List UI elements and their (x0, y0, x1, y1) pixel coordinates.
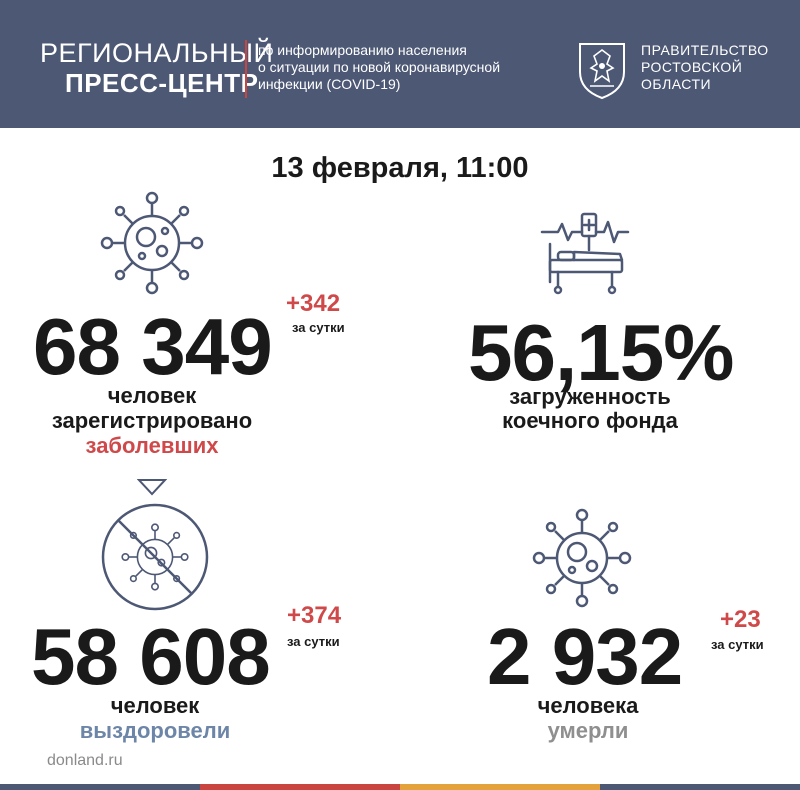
bar-segment (0, 784, 200, 790)
government-title-line: РОСТОВСКОЙ (641, 59, 743, 75)
header-banner: РЕГИОНАЛЬНЫЙ ПРЕСС-ЦЕНТР по информирован… (0, 0, 800, 128)
bar-segment (400, 784, 600, 790)
bar-segment (600, 784, 800, 790)
recovered-delta: +374 (287, 602, 342, 629)
bar-segment (200, 784, 400, 790)
bottom-color-bar (0, 784, 800, 790)
recovered-label-accent: выздоровели (79, 718, 231, 743)
coat-of-arms-icon (579, 43, 625, 100)
deaths-label-accent: умерли (547, 718, 629, 743)
bed-occupancy-label-line1: загруженность (509, 384, 671, 409)
government-title-line: ОБЛАСТИ (641, 76, 712, 92)
bed-occupancy-value: 56,15% (468, 308, 734, 397)
cases-per-day: за сутки (292, 320, 345, 335)
header-subtitle-line: о ситуации по новой коронавирусной (258, 59, 501, 75)
virus-icon (100, 191, 204, 295)
hospital-bed-icon (540, 212, 630, 295)
report-date: 13 февраля, 11:00 (271, 152, 529, 184)
header-subtitle: по информированию населения о ситуации п… (258, 42, 558, 93)
government-title-line: ПРАВИТЕЛЬСТВО (641, 42, 769, 58)
header-subtitle-line: по информированию населения (258, 42, 467, 58)
brand-title-line2: ПРЕСС-ЦЕНТР (65, 68, 259, 98)
cases-label-line1: человек (107, 383, 197, 408)
header-subtitle-line: инфекции (COVID-19) (258, 76, 401, 92)
deaths-per-day: за сутки (711, 637, 764, 652)
footer-url: donland.ru (47, 752, 123, 769)
bed-occupancy-label-line2: коечного фонда (502, 408, 678, 433)
recovered-per-day: за сутки (287, 634, 340, 649)
deaths-label-line: человека (537, 693, 639, 718)
cases-delta: +342 (286, 290, 341, 317)
brand-title-line1: РЕГИОНАЛЬНЫЙ (40, 38, 274, 68)
arrow-down-icon (137, 479, 167, 496)
recovered-total: 58 608 (31, 612, 271, 701)
cases-label-accent: заболевших (85, 433, 219, 458)
cases-total: 68 349 (33, 302, 273, 391)
virus-icon (532, 508, 632, 608)
crossed-virus-icon (101, 503, 209, 611)
recovered-label-line: человек (110, 693, 200, 718)
deaths-total: 2 932 (487, 612, 683, 701)
brand-divider (245, 40, 247, 98)
deaths-delta: +23 (720, 606, 761, 633)
cases-label-line2: зарегистрировано (51, 408, 253, 433)
government-title: ПРАВИТЕЛЬСТВО РОСТОВСКОЙ ОБЛАСТИ (641, 42, 769, 93)
